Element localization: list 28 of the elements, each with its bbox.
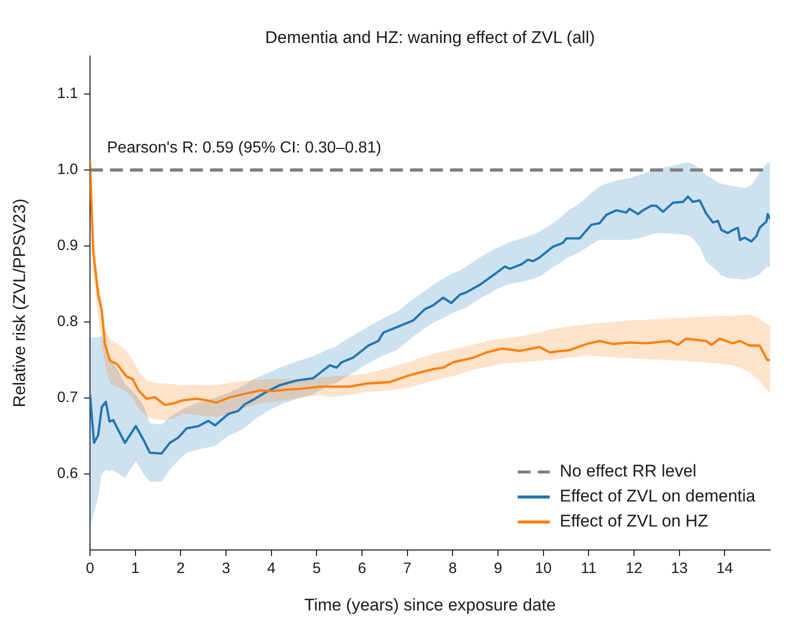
- y-axis-title: Relative risk (ZVL/PPSV23): [10, 198, 29, 408]
- annotation: Pearson's R: 0.59 (95% CI: 0.30–0.81): [107, 139, 382, 156]
- x-tick-label: 14: [716, 560, 734, 578]
- legend-label: Effect of ZVL on dementia: [560, 486, 756, 506]
- y-tick-label: 0.7: [57, 389, 78, 406]
- legend-label: Effect of ZVL on HZ: [560, 512, 708, 531]
- x-tick-label: 8: [448, 560, 457, 578]
- x-tick-label: 13: [670, 560, 688, 578]
- y-tick-label: 1.1: [57, 85, 78, 102]
- x-axis-title: Time (years) since exposure date: [304, 595, 556, 614]
- x-tick-label: 3: [222, 560, 230, 578]
- x-tick-label: 2: [176, 560, 185, 578]
- x-tick-label: 7: [403, 560, 412, 578]
- x-tick-label: 10: [534, 560, 552, 578]
- x-tick-label: 4: [267, 560, 276, 578]
- x-tick-label: 12: [626, 560, 642, 578]
- x-tick-label: 11: [580, 560, 596, 578]
- x-tick-label: 9: [494, 560, 502, 578]
- y-tick-label: 1.0: [57, 161, 78, 178]
- y-tick-label: 0.9: [57, 237, 78, 254]
- legend-label: No effect RR level: [560, 462, 696, 481]
- y-tick-label: 0.6: [57, 465, 78, 482]
- x-tick-label: 5: [312, 560, 321, 578]
- x-tick-label: 6: [358, 560, 366, 578]
- x-tick-label: 0: [86, 560, 94, 578]
- chart-title: Dementia and HZ: waning effect of ZVL (all): [265, 28, 595, 47]
- x-tick-label: 1: [131, 560, 140, 578]
- y-tick-label: 0.8: [57, 313, 78, 330]
